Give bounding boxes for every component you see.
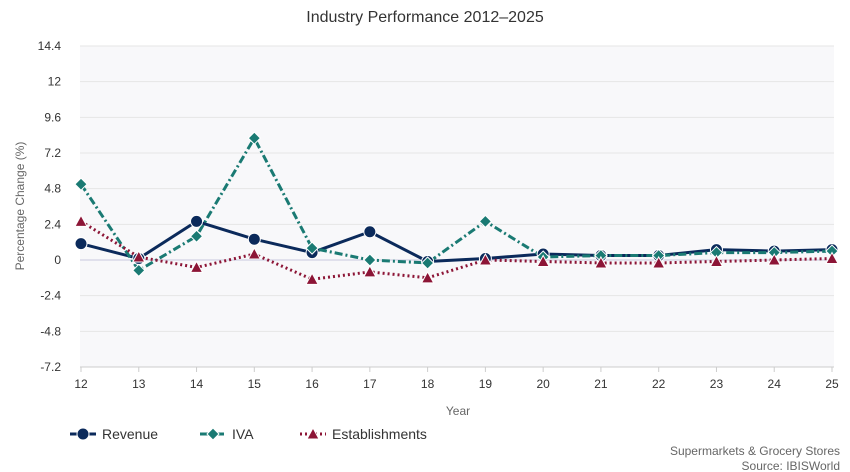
data-point-establishments (594, 255, 608, 269)
data-point-establishments (651, 255, 666, 269)
y-tick-label: 2.4 (44, 217, 61, 231)
chart-title: Industry Performance 2012–2025 (306, 9, 544, 26)
series-lines (79, 136, 833, 281)
data-point-iva (305, 241, 319, 255)
x-tick-label: 20 (536, 377, 550, 391)
data-point-revenue (74, 237, 88, 251)
data-point-establishments (305, 272, 319, 285)
legend-item-iva[interactable]: IVA (200, 426, 254, 442)
legend-item-establishments[interactable]: Establishments (300, 426, 427, 442)
x-axis-label: Year (446, 404, 470, 418)
x-tick-label: 18 (421, 377, 435, 391)
y-tick-label: 9.6 (44, 110, 61, 124)
y-tick-label: 4.8 (44, 182, 61, 196)
x-tick-label: 14 (190, 377, 204, 391)
data-point-establishments (74, 214, 88, 227)
legend-label: IVA (232, 426, 254, 442)
y-tick-labels: 14.4 12 9.6 7.2 4.8 2.4 0 -2.4 -4.8 -7.2 (38, 39, 62, 374)
y-tick-label: 12 (48, 75, 62, 89)
data-point-iva (74, 177, 88, 191)
legend-label: Revenue (102, 426, 158, 442)
x-tick-label: 13 (132, 377, 146, 391)
data-point-iva (478, 214, 493, 229)
data-point-establishments (767, 252, 782, 266)
y-tick-label: 14.4 (38, 39, 62, 53)
plot-area (80, 46, 834, 367)
data-point-revenue (363, 225, 377, 239)
data-point-establishments (247, 247, 262, 260)
data-point-establishments (189, 260, 204, 273)
x-tick-label: 24 (768, 377, 782, 391)
data-point-iva (189, 229, 204, 243)
data-point-iva (132, 263, 146, 278)
data-point-revenue (190, 214, 204, 228)
source-caption-line-1: Supermarkets & Grocery Stores (670, 444, 840, 458)
legend-marker-diamond (206, 427, 220, 441)
x-tick-label: 19 (479, 377, 493, 391)
data-point-establishments (478, 252, 493, 266)
series-markers (74, 131, 839, 285)
y-tick-label: 0 (54, 253, 61, 267)
series-line-establishments (80, 220, 833, 281)
y-axis-label: Percentage Change (%) (13, 142, 27, 271)
legend-marker-triangle (306, 426, 320, 440)
x-tick-label: 23 (710, 377, 724, 391)
data-point-revenue (247, 232, 261, 246)
x-tick-label: 15 (248, 377, 262, 391)
source-caption-line-2: Source: IBISWorld (742, 459, 840, 472)
x-tick-label: 17 (363, 377, 377, 391)
x-tick-label: 12 (74, 377, 88, 391)
x-tick-label: 16 (305, 377, 319, 391)
legend-item-revenue[interactable]: Revenue (70, 426, 158, 442)
x-tick-labels: 12 13 14 15 16 17 18 19 20 21 22 23 24 25 (74, 367, 839, 391)
y-tick-label: -7.2 (40, 360, 61, 374)
legend: Revenue IVA Establishments (70, 426, 427, 442)
data-point-establishments (363, 264, 377, 278)
x-tick-label: 22 (652, 377, 666, 391)
series-line-revenue (80, 219, 833, 263)
series-line-iva (79, 136, 833, 272)
legend-label: Establishments (332, 426, 427, 442)
data-point-establishments (825, 251, 839, 265)
data-point-establishments (536, 254, 550, 267)
y-tick-label: -4.8 (40, 324, 61, 338)
data-point-iva (247, 131, 262, 145)
data-point-establishments (420, 270, 435, 284)
data-point-iva (420, 256, 435, 270)
legend-marker-circle (76, 427, 90, 441)
data-point-establishments (131, 249, 146, 263)
x-tick-label: 21 (594, 377, 608, 391)
y-tick-label: 7.2 (44, 146, 61, 160)
data-point-establishments (709, 254, 724, 267)
y-tick-label: -2.4 (40, 289, 61, 303)
x-tick-label: 25 (825, 377, 839, 391)
